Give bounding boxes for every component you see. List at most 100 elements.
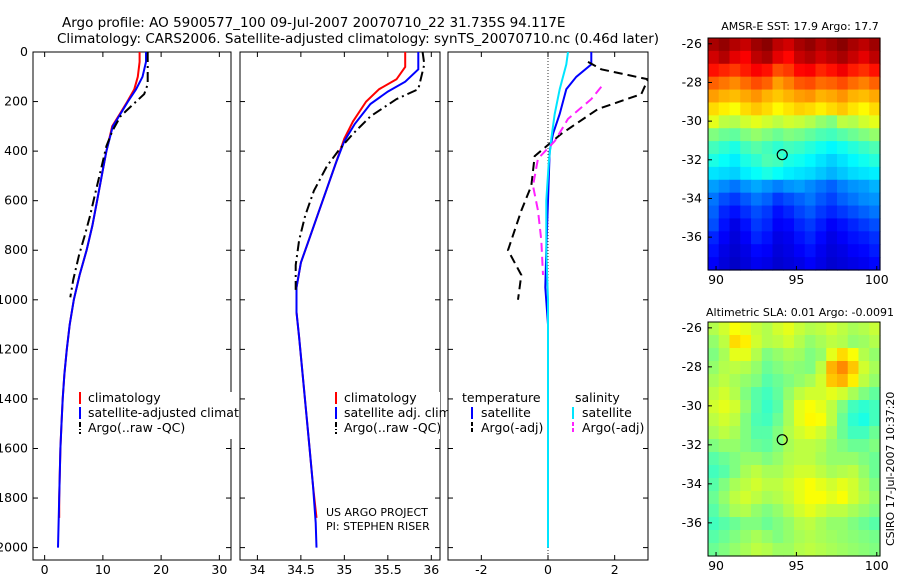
heatmap-cell <box>804 439 817 453</box>
heatmap-cell <box>794 244 806 258</box>
map-title: AMSR-E SST: 17.9 Argo: 17.7 <box>721 20 879 33</box>
heatmap-cell <box>826 115 838 129</box>
heatmap-cell <box>740 426 752 440</box>
heatmap-cell <box>751 102 763 116</box>
heatmap-cell <box>869 231 881 245</box>
heatmap-cell <box>708 452 720 466</box>
heatmap-cell <box>794 154 806 168</box>
x-tick-label: 100 <box>865 272 889 287</box>
heatmap-cell <box>826 89 838 104</box>
heatmap-cell <box>804 218 817 232</box>
x-tick-label: 35.5 <box>374 562 402 577</box>
x-axis-label: salinity <box>318 578 363 580</box>
heatmap-cell <box>751 231 763 245</box>
heatmap-cell <box>718 115 731 129</box>
heatmap-cell <box>815 205 827 220</box>
heatmap-cell <box>858 452 870 466</box>
heatmap-cell <box>837 102 849 116</box>
heatmap-cell <box>751 387 763 401</box>
heatmap-cell <box>772 517 784 531</box>
heatmap-cell <box>708 439 720 453</box>
heatmap-cell <box>718 348 731 362</box>
heatmap-cell <box>804 154 817 168</box>
y-tick-label: 800 <box>4 242 28 257</box>
heatmap-cell <box>740 543 752 557</box>
heatmap-cell <box>869 387 881 401</box>
heatmap-cell <box>794 231 806 245</box>
heatmap-cell <box>772 244 784 258</box>
heatmap-cell <box>815 141 827 155</box>
heatmap-cell <box>815 452 827 466</box>
heatmap-cell <box>772 322 784 336</box>
heatmap-cell <box>751 348 763 362</box>
axes-frame <box>239 51 441 561</box>
heatmap-cell <box>847 76 860 91</box>
heatmap-cell <box>794 543 806 557</box>
heatmap-cell <box>837 400 849 414</box>
x-tick-label: 0 <box>544 562 552 577</box>
heatmap-cell <box>740 400 752 414</box>
heatmap-cell <box>858 543 870 557</box>
heatmap-cell <box>837 517 849 531</box>
heatmap-cell <box>869 361 881 375</box>
heatmap-cell <box>794 530 806 544</box>
heatmap-cell <box>708 115 720 129</box>
heatmap-cell <box>772 63 784 78</box>
heatmap-cell <box>804 192 817 207</box>
heatmap-cell <box>718 102 731 116</box>
heatmap-cell <box>718 543 731 557</box>
heatmap-cell <box>869 141 881 155</box>
heatmap-cell <box>869 322 881 336</box>
heatmap-cell <box>718 335 731 349</box>
heatmap-cell <box>772 335 784 349</box>
heatmap-cell <box>718 517 731 531</box>
heatmap-cell <box>751 478 763 492</box>
heatmap-cell <box>718 439 731 453</box>
heatmap-cell <box>772 530 784 544</box>
heatmap-cell <box>708 478 720 492</box>
heatmap-cell <box>783 478 795 492</box>
heatmap-cell <box>847 517 860 531</box>
legend-label: Argo(-adj) <box>582 420 644 435</box>
heatmap-cell <box>708 374 720 388</box>
heatmap-cell <box>794 400 806 414</box>
heatmap-cell <box>708 465 720 479</box>
heatmap-cell <box>869 517 881 531</box>
heatmap-cell <box>751 374 763 388</box>
heatmap-cell <box>837 179 849 194</box>
heatmap-cell <box>804 128 817 142</box>
heatmap-cell <box>837 478 849 492</box>
heatmap-cell <box>783 179 795 194</box>
heatmap-cell <box>804 179 817 194</box>
heatmap-cell <box>751 141 763 155</box>
y-tick-label: 200 <box>4 94 28 109</box>
heatmap-cell <box>847 465 860 479</box>
heatmap-cell <box>708 491 720 505</box>
heatmap-cell <box>772 400 784 414</box>
legend-header: temperature <box>462 390 541 405</box>
heatmap-cell <box>708 504 720 518</box>
heatmap-cell <box>729 530 741 544</box>
heatmap-cell <box>804 465 817 479</box>
heatmap-cell <box>761 491 774 505</box>
heatmap-cell <box>794 38 806 52</box>
x-tick-label: 34.5 <box>287 562 315 577</box>
heatmap-cell <box>804 257 817 271</box>
heatmap-cell <box>837 387 849 401</box>
heatmap-cell <box>772 257 784 271</box>
heatmap-cell <box>761 413 774 427</box>
heatmap-cell <box>718 205 731 220</box>
legend-label: Argo(..raw -QC) <box>344 420 441 435</box>
heatmap-cell <box>858 465 870 479</box>
heatmap-cell <box>718 322 731 336</box>
heatmap-cell <box>772 102 784 116</box>
heatmap-cell <box>847 322 860 336</box>
heatmap-cell <box>804 141 817 155</box>
x-tick-label: 20 <box>153 562 169 577</box>
heatmap-cell <box>708 335 720 349</box>
heatmap-cell <box>858 244 870 258</box>
heatmap-cell <box>869 491 881 505</box>
heatmap-cell <box>837 141 849 155</box>
heatmap-cell <box>751 439 763 453</box>
heatmap-cell <box>869 166 881 181</box>
